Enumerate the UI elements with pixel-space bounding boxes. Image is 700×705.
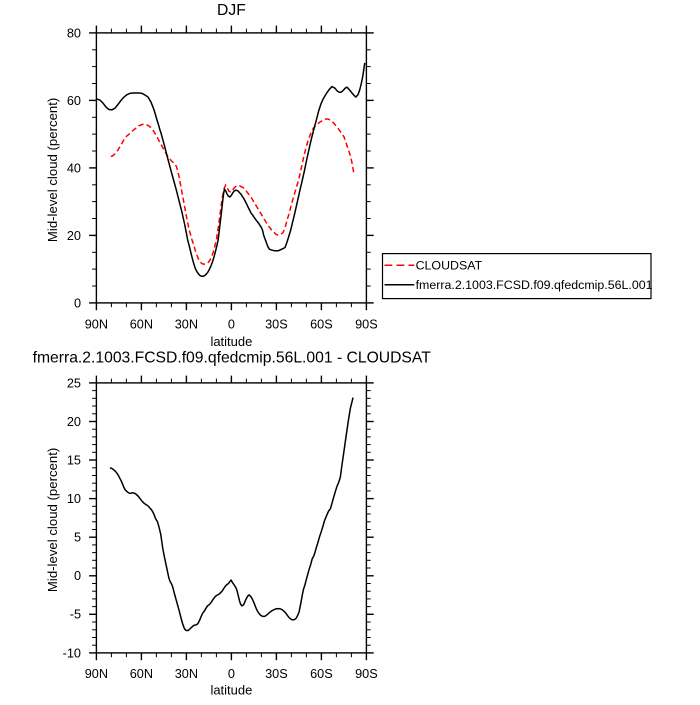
- svg-text:latitude: latitude: [210, 334, 252, 349]
- svg-text:30S: 30S: [265, 667, 288, 681]
- svg-text:30S: 30S: [265, 317, 288, 331]
- svg-text:5: 5: [74, 531, 81, 545]
- svg-text:fmerra.2.1003.FCSD.f09.qfedcmi: fmerra.2.1003.FCSD.f09.qfedcmip.56L.001 …: [33, 349, 432, 366]
- svg-text:60S: 60S: [310, 667, 333, 681]
- svg-text:60N: 60N: [130, 667, 153, 681]
- svg-text:40: 40: [67, 161, 81, 175]
- svg-text:10: 10: [67, 492, 81, 506]
- svg-text:latitude: latitude: [210, 683, 252, 698]
- svg-text:Mid-level cloud (percent): Mid-level cloud (percent): [45, 98, 60, 242]
- svg-text:CLOUDSAT: CLOUDSAT: [416, 259, 483, 273]
- svg-text:-5: -5: [70, 608, 81, 622]
- svg-text:20: 20: [67, 415, 81, 429]
- svg-text:80: 80: [67, 26, 81, 40]
- svg-text:0: 0: [74, 569, 81, 583]
- svg-text:60N: 60N: [130, 317, 153, 331]
- svg-text:0: 0: [228, 317, 235, 331]
- svg-text:60S: 60S: [310, 317, 333, 331]
- svg-text:30N: 30N: [175, 667, 198, 681]
- svg-text:90S: 90S: [355, 667, 378, 681]
- svg-text:15: 15: [67, 453, 81, 467]
- svg-text:20: 20: [67, 229, 81, 243]
- svg-text:90S: 90S: [355, 317, 378, 331]
- svg-text:60: 60: [67, 94, 81, 108]
- svg-text:90N: 90N: [85, 667, 108, 681]
- svg-text:30N: 30N: [175, 317, 198, 331]
- svg-text:0: 0: [228, 667, 235, 681]
- svg-text:Mid-level cloud (percent): Mid-level cloud (percent): [45, 448, 60, 592]
- svg-text:fmerra.2.1003.FCSD.f09.qfedcmi: fmerra.2.1003.FCSD.f09.qfedcmip.56L.001: [416, 278, 653, 292]
- svg-text:90N: 90N: [85, 317, 108, 331]
- svg-text:0: 0: [74, 296, 81, 310]
- svg-text:-10: -10: [63, 646, 81, 660]
- svg-text:25: 25: [67, 376, 81, 390]
- svg-text:DJF: DJF: [217, 2, 246, 19]
